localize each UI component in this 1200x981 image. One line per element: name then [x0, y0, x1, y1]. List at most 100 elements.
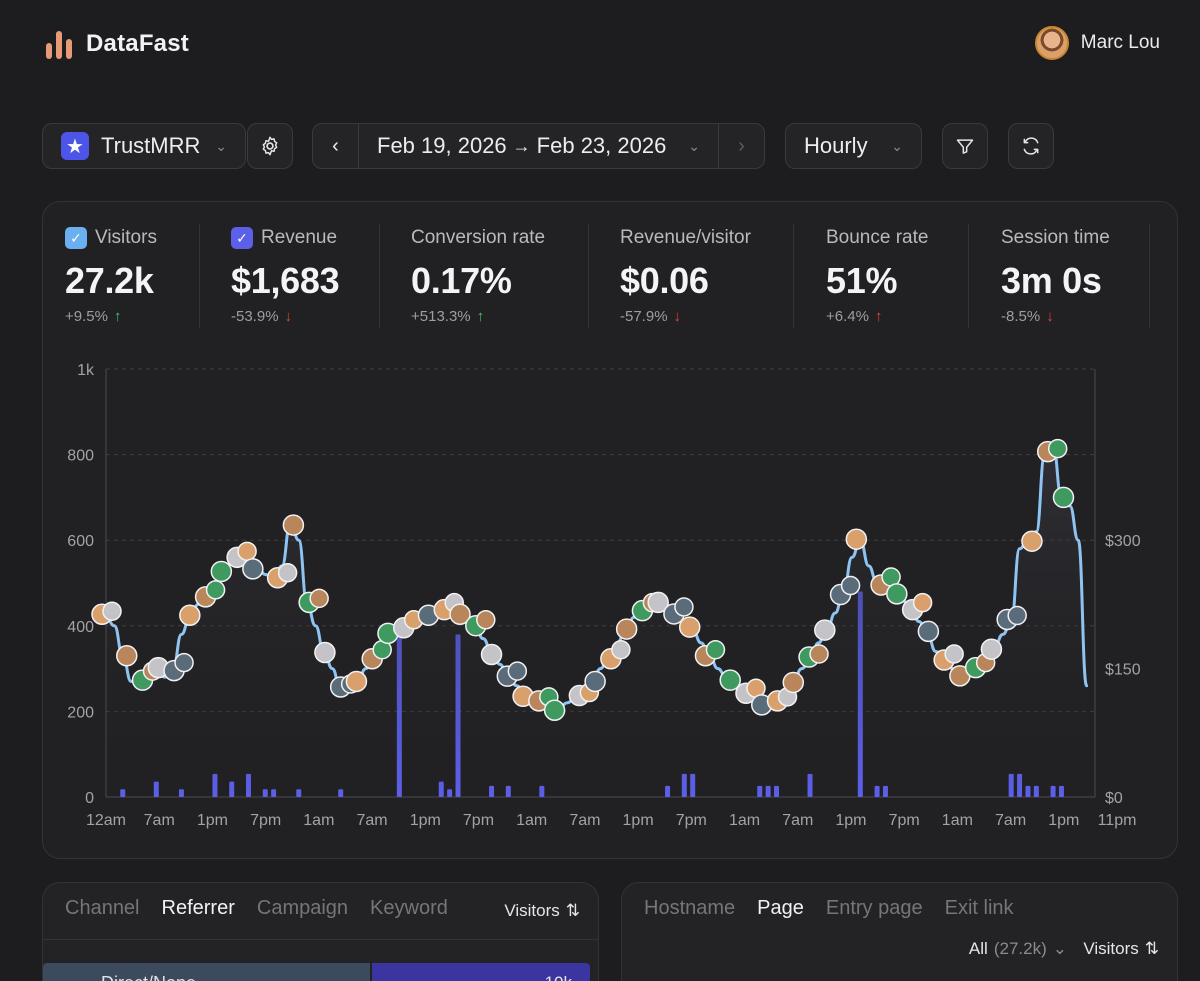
metric-label: Bounce rate: [826, 227, 929, 248]
metric-value: $0.06: [620, 260, 709, 301]
metric-conversion-rate[interactable]: Conversion rate 0.17% +513.3% ↑: [411, 224, 545, 330]
refresh-button[interactable]: [1008, 123, 1054, 169]
sort-arrows-icon: ⇅: [565, 901, 580, 920]
visitor-avatar: [917, 620, 940, 643]
metric-revenue-per-visitor[interactable]: Revenue/visitor $0.06 -57.9% ↓: [620, 224, 751, 330]
visitor-avatar: [980, 638, 1003, 660]
sort-visitors-button[interactable]: Visitors ⇅: [1083, 939, 1159, 959]
metric-value: 0.17%: [411, 260, 512, 301]
metric-revenue[interactable]: ✓ Revenue $1,683 -53.9% ↓: [231, 224, 340, 330]
visitor-avatar: [102, 601, 122, 621]
tab-channel[interactable]: Channel: [65, 897, 140, 919]
user-menu[interactable]: Marc Lou: [1034, 26, 1160, 60]
metric-label: Revenue: [261, 227, 338, 248]
metric-session-time[interactable]: Session time 3m 0s -8.5% ↓: [1001, 224, 1110, 330]
chevron-right-icon: ›: [738, 134, 745, 157]
tab-campaign[interactable]: Campaign: [256, 897, 349, 919]
logo-bars-icon: [46, 29, 72, 59]
x-tick-label: 7am: [356, 812, 387, 829]
arrow-up-icon: ↑: [113, 308, 122, 325]
tab-referrer[interactable]: Referrer: [161, 897, 235, 919]
metric-delta: +513.3%: [411, 308, 471, 325]
visitor-avatar: [845, 528, 868, 550]
filter-icon: [956, 139, 974, 154]
visitor-avatar: [809, 644, 829, 664]
visitor-avatar: [886, 583, 908, 605]
arrow-up-icon: ↑: [874, 308, 883, 325]
x-tick-label: 7pm: [250, 812, 281, 829]
y-tick-label: 1k: [77, 362, 95, 379]
visitor-avatar: [647, 591, 669, 614]
row-label: Direct/None: [101, 973, 196, 981]
visitor-avatar: [282, 514, 305, 536]
chevron-down-icon: ⌄: [1052, 939, 1067, 958]
divider: [588, 224, 589, 328]
metric-bounce-rate[interactable]: Bounce rate 51% +6.4% ↑: [826, 224, 928, 330]
visitor-avatar: [912, 592, 933, 613]
app-logo[interactable]: DataFast: [46, 29, 189, 59]
metric-label: Session time: [1001, 227, 1110, 248]
x-tick-label: 1am: [942, 812, 973, 829]
page-filter-select[interactable]: All (27.2k) ⌄: [969, 939, 1067, 959]
arrow-up-icon: ↑: [476, 308, 485, 325]
sort-visitors-button[interactable]: Visitors ⇅: [504, 901, 580, 921]
settings-button[interactable]: [247, 123, 293, 169]
next-period-button[interactable]: ›: [719, 135, 764, 158]
visitor-avatar: [814, 619, 836, 641]
chevron-left-icon: ‹: [332, 134, 339, 157]
filter-button[interactable]: [942, 123, 988, 169]
divider: [43, 939, 598, 940]
visitor-avatar: [237, 541, 257, 562]
tab-keyword[interactable]: Keyword: [370, 897, 448, 919]
tab-exit-link[interactable]: Exit link: [944, 897, 1014, 919]
refresh-icon: [1023, 137, 1039, 155]
x-tick-label: 7am: [782, 812, 813, 829]
visitor-avatar: [210, 560, 233, 583]
visitor-avatar: [705, 640, 726, 660]
app-name: DataFast: [86, 30, 189, 57]
date-range-selector[interactable]: Feb 19, 2026 → Feb 23, 2026 ⌄: [359, 124, 719, 168]
sources-tabs: Channel Referrer Campaign Keyword: [65, 897, 448, 920]
table-row[interactable]: Direct/None: [43, 963, 370, 981]
divider: [1149, 224, 1150, 328]
x-tick-label: 1pm: [1048, 812, 1079, 829]
metric-label: Visitors: [95, 227, 157, 248]
revenue-checkbox[interactable]: ✓: [231, 227, 253, 249]
x-tick-label: 1am: [303, 812, 334, 829]
visitor-avatar: [345, 670, 368, 693]
user-name: Marc Lou: [1080, 32, 1160, 53]
visitor-avatar: [179, 604, 201, 626]
arrow-down-icon: ↓: [284, 308, 293, 325]
x-tick-label: 7am: [144, 812, 175, 829]
tab-hostname[interactable]: Hostname: [644, 897, 736, 919]
date-end: Feb 23, 2026: [536, 133, 667, 158]
chevron-down-icon: ⌄: [688, 137, 700, 154]
divider: [968, 224, 969, 328]
metric-delta: +9.5%: [65, 308, 108, 325]
visitor-avatar: [1052, 486, 1075, 509]
visitor-avatar: [674, 597, 694, 617]
visitors-checkbox[interactable]: ✓: [65, 227, 87, 249]
sort-label: Visitors: [504, 901, 560, 920]
tab-page[interactable]: Page: [757, 897, 804, 919]
star-icon: ★: [61, 132, 89, 160]
visitor-avatar: [480, 643, 503, 666]
previous-period-button[interactable]: ‹: [313, 124, 359, 168]
y-tick-label: 800: [67, 448, 94, 465]
visitor-avatar: [543, 699, 566, 722]
visitor-avatar: [1047, 438, 1068, 459]
chevron-down-icon: ⌄: [891, 137, 903, 154]
x-tick-label: 1pm: [410, 812, 441, 829]
granularity-selector[interactable]: Hourly ⌄: [785, 123, 922, 169]
visitors-revenue-chart[interactable]: 0 200 400 600 800 1k $0 $150 $300 12am 7am 1pm 7pm…: [43, 342, 1179, 842]
tab-entry-page[interactable]: Entry page: [825, 897, 923, 919]
visitor-avatar: [476, 610, 496, 630]
visitor-avatar: [116, 645, 138, 667]
metric-value: 3m 0s: [1001, 260, 1102, 301]
site-selector[interactable]: ★ TrustMRR ⌄: [42, 123, 246, 169]
date-range-picker: ‹ Feb 19, 2026 → Feb 23, 2026 ⌄ ›: [312, 123, 765, 169]
avatar: [1034, 26, 1069, 60]
y-axis-left: 0 200 400 600 800 1k: [67, 362, 95, 807]
metric-visitors[interactable]: ✓ Visitors 27.2k +9.5% ↑: [65, 224, 157, 330]
y-tick-label: 200: [67, 704, 94, 721]
